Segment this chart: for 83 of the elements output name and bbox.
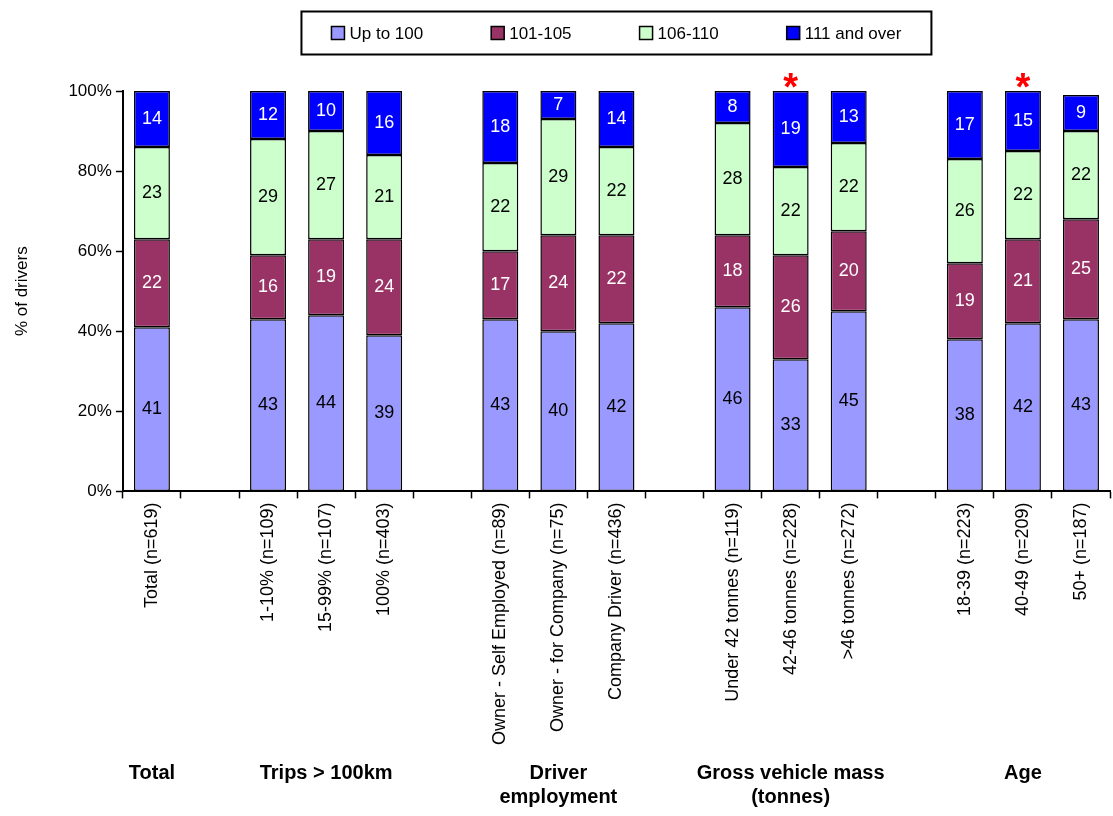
data-label: 38 [954, 404, 975, 425]
data-label: 8 [727, 95, 738, 116]
data-label: 45 [838, 390, 859, 411]
y-tick-label: 100% [68, 80, 112, 100]
text: Total [128, 760, 176, 783]
text: Trips > 100km [259, 760, 393, 783]
data-label: 25 [1070, 258, 1091, 279]
annotation: * [1015, 66, 1031, 108]
x-tick-label: 50+ (n=187) [1069, 502, 1090, 601]
data-label: 24 [548, 272, 569, 293]
data-label: 18 [722, 260, 743, 281]
legend-label: 101-105 [509, 23, 572, 43]
data-label: 17 [954, 114, 975, 134]
x-tick-label: 42-46 tonnes (n=228) [779, 502, 800, 676]
data-label: 26 [780, 296, 801, 317]
data-label: 27 [316, 174, 337, 195]
x-tick-label: 18-39 (n=223) [953, 502, 974, 616]
annotation: * [783, 66, 799, 108]
data-label: 16 [258, 276, 279, 297]
x-tick-label: 40-49 (n=209) [1011, 502, 1032, 616]
x-tick-label: Company Driver (n=436) [605, 502, 626, 700]
data-label: 26 [954, 200, 975, 221]
data-label: 42 [1012, 396, 1033, 417]
y-tick-label: 80% [77, 160, 112, 180]
data-label: 24 [374, 276, 395, 297]
data-label: 42 [606, 396, 627, 417]
text: Age [1004, 760, 1042, 783]
data-label: 29 [258, 186, 279, 207]
data-label: 20 [838, 260, 859, 281]
data-label: 12 [258, 103, 279, 124]
x-tick-label: 100% (n=403) [373, 502, 394, 616]
data-label: 14 [606, 108, 627, 128]
data-label: 22 [141, 272, 162, 293]
data-label: 29 [548, 166, 569, 187]
y-tick-label: 0% [87, 481, 112, 501]
legend-label: 106-110 [657, 23, 719, 43]
legend-label: Up to 100 [349, 23, 424, 43]
data-label: 22 [1012, 184, 1033, 205]
data-label: 33 [780, 414, 801, 435]
data-label: 14 [141, 108, 162, 128]
data-label: 17 [490, 274, 511, 295]
data-label: 41 [141, 398, 162, 419]
y-tick-label: 20% [77, 401, 112, 420]
data-label: 13 [838, 105, 859, 126]
data-label: 22 [838, 176, 859, 197]
legend-label: 111 and over [804, 23, 902, 43]
x-tick-label: Total (n=619) [140, 502, 161, 608]
data-label: 22 [1070, 164, 1091, 185]
data-label: 23 [141, 182, 162, 203]
x-tick-label: Under 42 tonnes (n=119) [721, 502, 742, 702]
y-tick-label: 40% [77, 320, 112, 340]
x-tick-label: Owner - for Company (n=75) [547, 502, 568, 732]
data-label: 21 [374, 186, 395, 207]
data-label: 44 [316, 392, 337, 413]
data-label: 43 [490, 394, 511, 415]
data-label: 16 [374, 112, 395, 132]
data-label: 19 [780, 118, 801, 139]
text: Driver employment [499, 760, 618, 807]
data-label: 40 [548, 400, 569, 421]
data-label: 39 [374, 402, 395, 423]
x-tick-label: >46 tonnes (n=272) [837, 502, 858, 660]
data-label: 43 [258, 394, 279, 415]
data-label: 19 [954, 290, 975, 311]
data-label: 15 [1012, 110, 1033, 130]
data-label: 22 [606, 180, 627, 201]
y-axis-title: % of drivers [11, 246, 31, 337]
x-tick-label: 15-99% (n=107) [315, 502, 336, 632]
data-label: 9 [1075, 101, 1086, 122]
data-label: 22 [490, 196, 511, 217]
data-label: 43 [1070, 394, 1091, 415]
data-label: 22 [780, 200, 801, 221]
data-label: 7 [553, 93, 564, 114]
data-label: 19 [316, 266, 337, 287]
data-label: 18 [490, 116, 511, 136]
data-label: 22 [606, 268, 627, 289]
text: Gross vehicle mass (tonnes) [696, 760, 885, 807]
data-label: 10 [316, 99, 337, 120]
x-tick-label: Owner - Self Employed (n=89) [489, 502, 510, 745]
data-label: 46 [722, 388, 743, 409]
x-tick-label: 1-10% (n=109) [257, 502, 278, 622]
data-label: 21 [1012, 270, 1033, 291]
data-label: 28 [722, 168, 743, 189]
y-tick-label: 60% [77, 240, 112, 260]
